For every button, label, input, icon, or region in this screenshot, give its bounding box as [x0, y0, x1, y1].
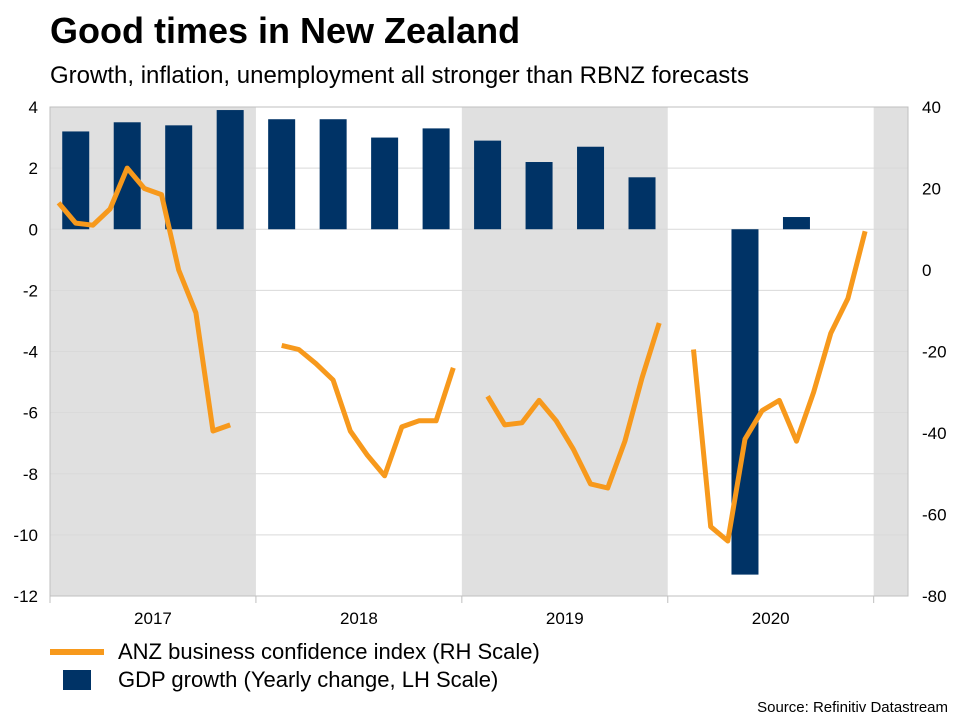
legend-label-gdp: GDP growth (Yearly change, LH Scale)	[118, 667, 499, 692]
chart-title: Good times in New Zealand	[50, 10, 521, 51]
legend-item-gdp: GDP growth (Yearly change, LH Scale)	[50, 667, 499, 692]
chart-subtitle: Growth, inflation, unemployment all stro…	[50, 62, 749, 89]
confidence-line-segment-3	[691, 230, 868, 544]
source-note: Source: Refinitiv Datastream	[757, 699, 948, 716]
right-tick-label: -20	[922, 343, 947, 362]
x-tick-label-2018: 2018	[340, 609, 378, 628]
gdp-bar-7	[422, 128, 450, 230]
legend-swatch-bar	[63, 670, 91, 690]
x-tick-label-2019: 2019	[546, 609, 584, 628]
x-tick-label-2020: 2020	[752, 609, 790, 628]
x-tick-label-2017: 2017	[134, 609, 172, 628]
right-tick-label: -80	[922, 587, 947, 606]
right-tick-label: -60	[922, 506, 947, 525]
legend-item-confidence: ANZ business confidence index (RH Scale)	[50, 639, 540, 664]
right-tick-label: 0	[922, 261, 931, 280]
gdp-bar-11	[628, 177, 656, 230]
left-tick-label: -6	[23, 404, 38, 423]
left-tick-label: 2	[29, 159, 38, 178]
left-tick-label: -8	[23, 465, 38, 484]
left-tick-label: -10	[13, 526, 38, 545]
left-tick-label: -2	[23, 281, 38, 300]
left-tick-label: -12	[13, 587, 38, 606]
gdp-bar-3	[216, 110, 244, 230]
gdp-bar-12	[731, 229, 759, 575]
gdp-bar-2	[165, 125, 193, 230]
legend-label-confidence: ANZ business confidence index (RH Scale)	[118, 639, 540, 664]
confidence-line-segment-1	[281, 342, 456, 479]
left-tick-label: 4	[29, 98, 38, 117]
legend-swatch-line	[50, 649, 104, 655]
gdp-bar-4	[268, 119, 296, 230]
right-tick-label: -40	[922, 424, 947, 443]
right-tick-label: 40	[922, 98, 941, 117]
gdp-bar-8	[474, 140, 502, 230]
gdp-bar-10	[577, 146, 605, 230]
right-tick-label: 20	[922, 180, 941, 199]
left-tick-label: 0	[29, 220, 38, 239]
gdp-bar-13	[782, 217, 810, 230]
gdp-bar-5	[319, 119, 347, 230]
confidence-line-segment-0	[56, 165, 232, 434]
gdp-bar-6	[371, 137, 399, 230]
left-tick-label: -4	[23, 343, 38, 362]
gdp-bar-9	[525, 162, 553, 230]
plot-frame	[49, 106, 909, 597]
confidence-line-segment-2	[485, 322, 662, 491]
